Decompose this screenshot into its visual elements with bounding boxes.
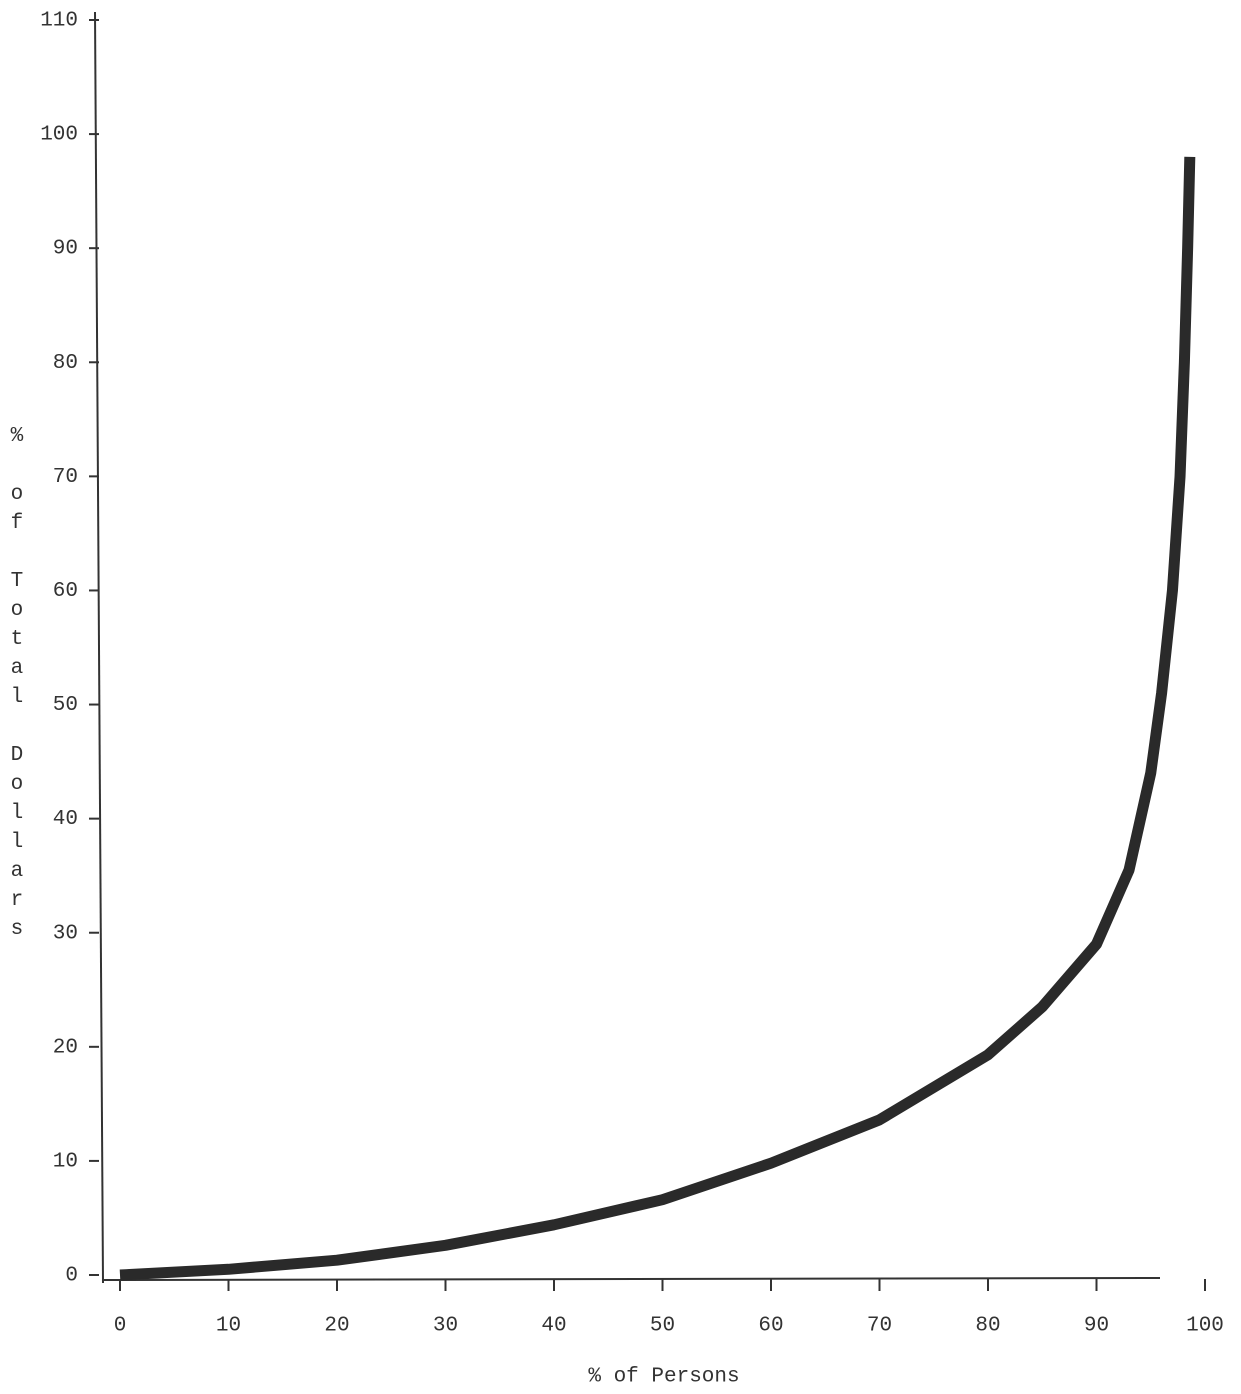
y-tick-label: 50	[53, 694, 78, 717]
y-tick-label: 60	[53, 580, 78, 603]
x-axis-label: % of Persons	[588, 1366, 739, 1389]
x-tick-label: 0	[114, 1315, 127, 1338]
x-tick-label: 70	[867, 1315, 892, 1338]
x-axis	[102, 1277, 1161, 1281]
x-tick-label: 20	[324, 1315, 349, 1338]
data-line	[119, 156, 1196, 1281]
y-axis-label: % of Total Dollars	[5, 425, 28, 947]
y-axis	[94, 11, 104, 1284]
x-tick-label: 40	[541, 1315, 566, 1338]
y-tick-label: 0	[65, 1265, 78, 1288]
y-tick-label: 100	[40, 124, 78, 147]
y-tick-label: 70	[53, 466, 78, 489]
y-tick-label: 40	[53, 808, 78, 831]
y-tick-label: 20	[53, 1036, 78, 1059]
x-tick-label: 50	[650, 1315, 675, 1338]
x-tick-label: 80	[975, 1315, 1000, 1338]
y-tick-label: 90	[53, 238, 78, 261]
x-tick-label: 60	[758, 1315, 783, 1338]
y-tick-label: 10	[53, 1150, 78, 1173]
x-tick-label: 30	[433, 1315, 458, 1338]
x-tick-label: 10	[216, 1315, 241, 1338]
x-tick-label: 90	[1084, 1315, 1109, 1338]
y-tick-label: 30	[53, 922, 78, 945]
y-tick-label: 80	[53, 352, 78, 375]
y-tick-label: 110	[40, 10, 78, 33]
x-tick-label: 100	[1186, 1315, 1224, 1338]
